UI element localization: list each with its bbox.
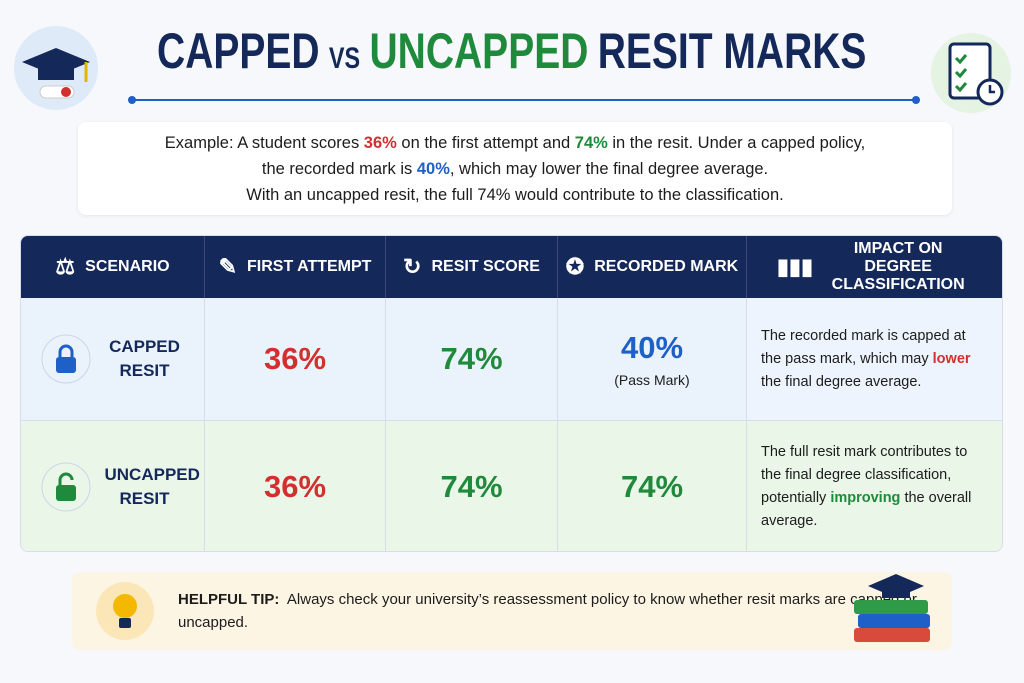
text-segment: improving	[830, 489, 901, 506]
header-icon: ▮▮▮	[776, 254, 814, 279]
intro-box: Example: A student scores 36% on the fir…	[78, 122, 952, 215]
value-cell: 74%	[386, 298, 558, 421]
value-text: 74%	[440, 341, 503, 376]
value-text: 36%	[263, 468, 327, 504]
title: CAPPED VS UNCAPPED RESIT MARKS	[0, 22, 1024, 80]
value-cell: 36%	[205, 298, 386, 421]
title-rule	[128, 96, 920, 104]
title-segment: CAPPED	[157, 23, 320, 79]
value-cell: 40% (Pass Mark)	[558, 298, 747, 421]
header-icon: ✎	[218, 254, 237, 279]
tip-label: HELPFUL TIP:	[178, 591, 280, 608]
tip-text: Always check your university’s reassessm…	[178, 591, 917, 631]
text-segment: in the resit. Under a capped policy,	[607, 134, 866, 152]
text-segment: lower	[932, 350, 971, 367]
scenario-cell: UNCAPPED RESIT	[21, 421, 205, 551]
text-segment: The recorded mark is capped at the pass …	[761, 327, 966, 367]
intro-line: With an uncapped resit, the full 74% wou…	[78, 182, 952, 208]
header-cell: ✪ RECORDED MARK	[558, 236, 747, 298]
text-segment: the final degree average.	[761, 373, 922, 390]
intro-line: the recorded mark is 40%, which may lowe…	[78, 156, 952, 182]
header-text: SCENARIO	[85, 258, 170, 275]
text-segment: 36%	[363, 134, 397, 152]
lock-icon	[41, 334, 90, 384]
header-icon: ✪	[565, 254, 585, 279]
header-cell: ✎ FIRST ATTEMPT	[205, 236, 386, 298]
text-segment: the recorded mark is	[261, 160, 417, 178]
value-text: 40%	[620, 330, 684, 365]
title-segment: UNCAPPED	[369, 23, 589, 79]
value-cell: 74%	[386, 421, 558, 551]
scenario-cell: CAPPED RESIT	[21, 298, 205, 421]
grad-cap-icon	[14, 26, 98, 110]
intro-line: Example: A student scores 36% on the fir…	[78, 130, 952, 156]
header-text: RESIT SCORE	[431, 258, 540, 275]
text-segment: 40%	[416, 160, 450, 178]
title-segment: VS	[329, 42, 361, 75]
value-cell: 36%	[205, 421, 386, 551]
value-cell: 74%	[558, 421, 747, 551]
text-segment: , which may lower the final degree avera…	[449, 160, 769, 178]
header-text: IMPACT ON DEGREE CLASSIFICATION	[831, 240, 965, 293]
text-segment: Example: A student scores	[164, 134, 364, 152]
text-segment: the overall average.	[761, 489, 972, 529]
impact-cell: The full resit mark contributes to the f…	[747, 421, 1002, 551]
header-icon: ⚖	[55, 254, 76, 279]
comparison-table: ⚖ SCENARIO ✎ FIRST ATTEMPT ↻ RESIT SCORE ✪ RECO…	[20, 235, 1003, 552]
impact-text: The recorded mark is capped at the pass …	[761, 325, 989, 394]
value-text: 74%	[440, 468, 503, 504]
impact-cell: The recorded mark is capped at the pass …	[747, 298, 1002, 421]
title-segment: RESIT MARKS	[598, 23, 867, 79]
header-icon: ↻	[403, 254, 422, 279]
scenario-name: UNCAPPED RESIT	[104, 464, 200, 508]
value-text: 36%	[263, 341, 327, 376]
value-text: 74%	[620, 468, 684, 504]
header-cell: ↻ RESIT SCORE	[386, 236, 558, 298]
header-cell: ⚖ SCENARIO	[21, 236, 205, 298]
tip-box: HELPFUL TIP: Always check your universit…	[72, 572, 952, 650]
header-cell: ▮▮▮ IMPACT ON DEGREE CLASSIFICATION	[747, 236, 1002, 298]
text-segment: The full resit mark contributes to the f…	[761, 443, 968, 506]
title-text: CAPPED VS UNCAPPED RESIT MARKS	[153, 22, 872, 80]
recorded-note: (Pass Mark)	[614, 372, 690, 388]
impact-text: The full resit mark contributes to the f…	[761, 441, 989, 533]
text-segment: on the first attempt and	[396, 134, 575, 152]
header-text: RECORDED MARK	[594, 258, 739, 275]
bulb-icon	[96, 582, 154, 640]
checklist-icon	[931, 33, 1011, 113]
lock-icon	[41, 462, 90, 511]
scenario-name: CAPPED RESIT	[109, 337, 180, 380]
books-icon	[854, 574, 930, 642]
header-text: FIRST ATTEMPT	[247, 258, 372, 275]
text-segment: 74%	[574, 134, 608, 152]
text-segment: With an uncapped resit, the full 74% wou…	[246, 186, 784, 204]
